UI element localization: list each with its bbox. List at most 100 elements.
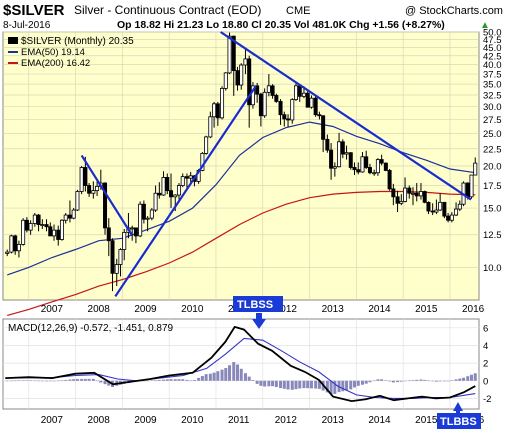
histogram-bar: [454, 379, 458, 381]
price-y-axis: 10.0 12.5 15.0 17.5 20.0 22.5 25.0 27.5 30.032.5…: [483, 28, 502, 274]
candle-body: [169, 190, 174, 198]
histogram-bar: [185, 379, 189, 381]
candle-body: [59, 219, 64, 240]
histogram-bar: [353, 380, 357, 388]
price-x-tick-label: 2007: [41, 304, 64, 315]
candle-body: [379, 159, 384, 164]
histogram-bar: [419, 379, 423, 381]
legend-ema50: EMA(50) 19.14: [21, 47, 85, 58]
candle-body: [40, 224, 45, 226]
watermark[interactable]: @ StockCharts.com: [405, 5, 503, 17]
price-x-tick-label: 2014: [368, 304, 391, 315]
price-x-tick-label: 2013: [322, 304, 345, 315]
histogram-bar: [154, 380, 158, 381]
histogram-bar: [333, 380, 337, 394]
histogram-bar: [103, 380, 107, 385]
candle-body: [95, 185, 100, 192]
histogram-bar: [64, 379, 68, 381]
date-label: 8-Jul-2016: [3, 20, 51, 31]
candle-body: [231, 35, 236, 72]
histogram-bar: [181, 379, 185, 381]
candle-body: [165, 177, 170, 192]
candle-body: [103, 182, 108, 229]
candle-body: [130, 227, 135, 230]
candle-body: [239, 64, 244, 86]
histogram-bar: [403, 380, 407, 382]
candle-body: [255, 85, 260, 95]
histogram-bar: [368, 380, 372, 383]
candle-body: [270, 85, 275, 96]
histogram-bar: [294, 380, 298, 390]
macd-x-tick-label: 2008: [88, 415, 111, 426]
histogram-bar: [458, 378, 462, 381]
macd-x-tick-label: 2015: [415, 415, 438, 426]
candle-body: [87, 185, 92, 194]
histogram-bar: [75, 378, 79, 381]
candle-body: [290, 99, 295, 121]
histogram-bar: [356, 380, 360, 386]
macd-y-tick-label: 2: [483, 359, 488, 370]
macd-y-tick-label: -2: [483, 394, 491, 405]
candle-body: [297, 85, 302, 97]
tlbss-annotation: TLBSS: [233, 296, 283, 329]
histogram-bar: [345, 380, 349, 391]
down-arrow-icon: [252, 313, 266, 329]
candle-body: [309, 97, 314, 108]
price-y-tick-label: 27.5: [483, 115, 502, 126]
histogram-bar: [391, 380, 395, 383]
macd-y-axis: 6 4 2 0 -2: [483, 323, 491, 405]
candle-body: [430, 210, 435, 213]
histogram-bar: [290, 380, 294, 390]
candle-body: [188, 175, 193, 179]
histogram-bar: [21, 380, 25, 381]
price-y-tick-label: 20.0: [483, 162, 502, 173]
candle-body: [91, 190, 96, 194]
candle-body: [360, 156, 365, 173]
price-y-tick-label: 30.0: [483, 102, 502, 113]
histogram-bar: [197, 377, 201, 381]
candle-body: [399, 201, 404, 204]
candle-body: [426, 201, 431, 212]
candle-body: [83, 167, 88, 186]
candle-body: [173, 194, 178, 198]
candle-body: [184, 176, 189, 179]
price-y-tick-label: 37.5: [483, 70, 502, 81]
candle-body: [67, 214, 72, 219]
price-x-tick-label: 2015: [415, 304, 438, 315]
histogram-bar: [228, 365, 232, 381]
candle-body: [133, 227, 138, 237]
histogram-bar: [9, 380, 13, 382]
candle-body: [28, 223, 33, 231]
candle-body: [446, 215, 451, 221]
candle-body: [208, 116, 213, 138]
instrument-name: Silver - Continuous Contract (EOD): [74, 3, 261, 17]
histogram-bar: [204, 374, 208, 381]
price-y-tick-label: 50.0: [483, 28, 502, 39]
candle-body: [212, 103, 217, 118]
ohlc-readout: Op 18.82 Hi 21.23 Lo 18.80 Cl 20.35 Vol …: [117, 19, 445, 31]
candle-body: [138, 203, 143, 237]
histogram-bar: [99, 380, 103, 383]
candle-body: [223, 72, 228, 89]
price-x-tick-label: 2010: [181, 304, 204, 315]
macd-legend: MACD(12,26,9) -0.572, -1.451, 0.879: [8, 323, 174, 334]
legend-price-swatch: [8, 37, 18, 44]
histogram-bar: [446, 380, 450, 382]
candle-body: [16, 244, 21, 252]
histogram-bar: [298, 380, 302, 389]
exchange-label: CME: [286, 5, 310, 17]
candle-body: [434, 209, 439, 213]
price-x-tick-label: 2012: [275, 304, 298, 315]
candle-body: [305, 92, 310, 108]
histogram-bar: [150, 380, 154, 381]
candle-body: [313, 97, 318, 116]
price-y-tick-label: 10.0: [483, 263, 502, 274]
histogram-bar: [442, 380, 446, 382]
histogram-bar: [157, 379, 161, 381]
candle-body: [364, 156, 369, 168]
histogram-bar: [243, 373, 247, 381]
macd-x-axis: 2007200820092010201120122013201420152016: [41, 415, 485, 426]
candle-body: [32, 214, 37, 224]
histogram-bar: [247, 376, 251, 381]
